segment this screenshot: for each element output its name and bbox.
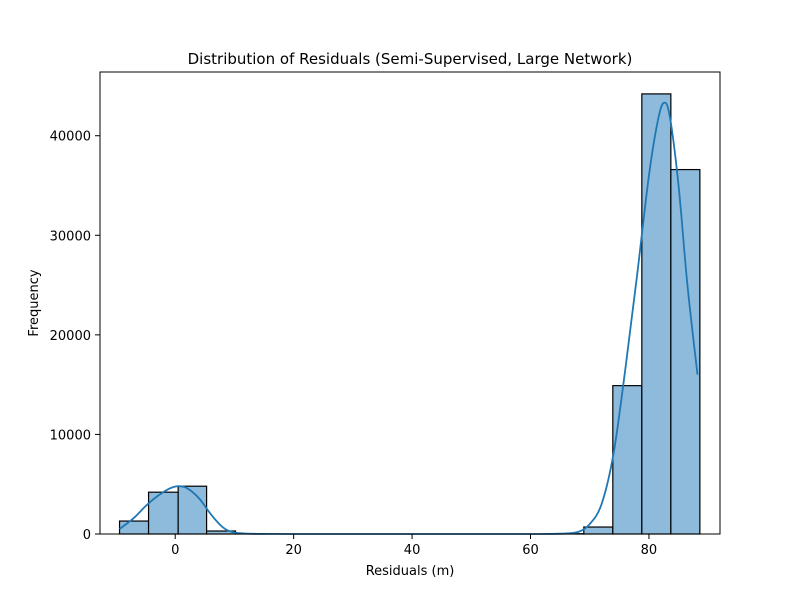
- histogram-bar: [583, 526, 614, 535]
- x-tick-label: 80: [641, 543, 658, 558]
- x-tick-label: 0: [171, 543, 179, 558]
- x-axis-ticks: 0 20 40 60 80: [171, 534, 657, 558]
- x-axis-label: Residuals (m): [366, 564, 455, 579]
- plot-area-frame: [99, 71, 721, 535]
- x-tick-label: 20: [285, 543, 302, 558]
- y-tick-label: 40000: [50, 130, 91, 145]
- histogram-bar: [612, 385, 643, 535]
- histogram-bar: [147, 491, 179, 535]
- histogram-bar: [118, 520, 150, 535]
- histogram-bar: [177, 485, 208, 535]
- y-tick-label: 10000: [50, 428, 91, 443]
- x-tick-label: 40: [404, 543, 421, 558]
- chart-title: Distribution of Residuals (Semi-Supervis…: [188, 50, 633, 68]
- y-tick-label: 20000: [50, 329, 91, 344]
- histogram-bar: [641, 93, 672, 535]
- y-tick-label: 30000: [50, 229, 91, 244]
- y-tick-label: 0: [83, 528, 91, 543]
- x-tick-label: 60: [522, 543, 539, 558]
- y-axis-ticks: 0 10000 20000 30000 40000: [50, 130, 100, 543]
- y-axis-label: Frequency: [27, 269, 42, 336]
